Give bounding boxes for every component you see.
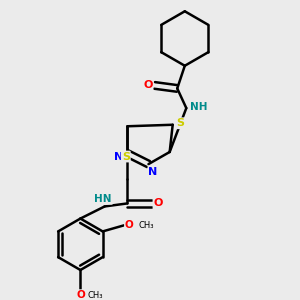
Text: S: S <box>122 152 130 161</box>
Text: O: O <box>125 220 134 230</box>
Text: N: N <box>114 152 123 161</box>
Text: O: O <box>154 198 163 208</box>
Text: N: N <box>148 167 158 177</box>
Text: NH: NH <box>190 102 207 112</box>
Text: CH₃: CH₃ <box>139 221 154 230</box>
Text: HN: HN <box>94 194 112 204</box>
Text: CH₃: CH₃ <box>88 291 103 300</box>
Text: O: O <box>76 290 85 300</box>
Text: O: O <box>143 80 153 90</box>
Text: S: S <box>176 118 184 128</box>
